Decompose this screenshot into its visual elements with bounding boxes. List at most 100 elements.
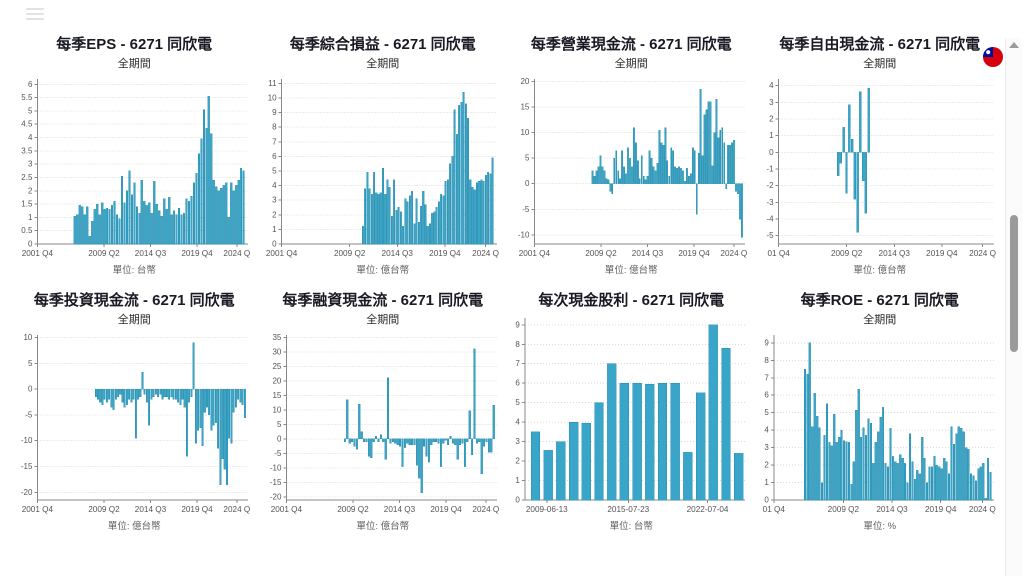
- menu-icon[interactable]: [26, 8, 44, 22]
- scroll-up-arrow[interactable]: [1009, 42, 1019, 48]
- svg-text:2014 Q3: 2014 Q3: [135, 505, 167, 514]
- svg-text:5: 5: [525, 154, 530, 163]
- chart-subtitle: 全期間: [863, 314, 897, 326]
- unit-label: 單位: 億台幣: [356, 265, 410, 276]
- svg-text:2001 Q4: 2001 Q4: [270, 505, 302, 514]
- svg-text:4: 4: [769, 81, 774, 90]
- svg-text:-5: -5: [274, 449, 282, 458]
- svg-text:2024 Q: 2024 Q: [472, 249, 499, 258]
- free-cash-flow-chart-canvas[interactable]: -5 -4 -3 -2 -1 0 1 2 3 4 01 Q4 2009 Q2 2014 Q3 2019 Q…: [760, 71, 1000, 261]
- svg-text:0: 0: [525, 179, 530, 188]
- svg-text:-2: -2: [766, 181, 774, 190]
- svg-text:0: 0: [516, 496, 521, 505]
- chart-title: 每季營業現金流 - 6271 同欣電: [530, 36, 732, 53]
- svg-text:7: 7: [516, 359, 521, 368]
- svg-text:-10: -10: [270, 464, 282, 473]
- comprehensive-income-chart-canvas[interactable]: 0 1 2 3 4 5 6 7 8 9 10 11 2001 Q4 2009 Q2 2014 Q3 2019 …: [263, 71, 503, 261]
- financing-cash-flow-chart-canvas[interactable]: -20 -15 -10 -5 0 5 10 15 20 25 30 35 2001 Q4 2009 Q2 2…: [263, 327, 503, 517]
- taiwan-flag-icon[interactable]: [983, 47, 1003, 67]
- unit-label: 單位: 台幣: [609, 521, 653, 532]
- svg-text:6: 6: [764, 391, 769, 400]
- svg-text:20: 20: [521, 77, 530, 86]
- svg-text:3: 3: [272, 196, 277, 205]
- operating-cash-flow-chart-canvas[interactable]: -10 -5 0 5 10 15 20 2001 Q4 2009 Q2 2014 Q3 2019 Q…: [511, 71, 751, 261]
- svg-text:0.5: 0.5: [22, 226, 34, 235]
- chart-subtitle: 全期間: [366, 314, 400, 326]
- eps-chart-canvas[interactable]: 0 0.5 1 1.5 2 2.5 3 3.5 4 4.5 5 5.5 6 2001 Q4 2009 Q2 2…: [14, 71, 254, 261]
- svg-text:15: 15: [272, 391, 281, 400]
- svg-text:-20: -20: [21, 488, 33, 497]
- chart-subtitle: 全期間: [614, 58, 648, 70]
- svg-text:5: 5: [277, 420, 282, 429]
- svg-text:9: 9: [272, 108, 277, 117]
- svg-text:2001 Q4: 2001 Q4: [266, 249, 298, 258]
- svg-text:8: 8: [272, 123, 277, 132]
- svg-text:1: 1: [28, 213, 33, 222]
- svg-text:10: 10: [267, 93, 276, 102]
- svg-text:-5: -5: [766, 231, 774, 240]
- svg-text:2019 Q4: 2019 Q4: [926, 249, 958, 258]
- chart-card-financing-cash-flow: 每季融資現金流 - 6271 同欣電 全期間 -20 -15 -10 -5 0 5 10 15…: [263, 292, 504, 534]
- svg-text:3: 3: [28, 160, 33, 169]
- chart-card-free-cash-flow: 每季自由現金流 - 6271 同欣電 全期間 -5 -4 -3 -2 -1 0 1 2 3 4 01…: [760, 36, 1001, 278]
- unit-label: 單位: 億台幣: [604, 265, 658, 276]
- svg-text:8: 8: [764, 356, 769, 365]
- svg-text:5: 5: [516, 398, 521, 407]
- svg-text:0: 0: [277, 434, 282, 443]
- chart-subtitle: 全期間: [863, 58, 897, 70]
- svg-text:-10: -10: [518, 230, 530, 239]
- scrollbar-track[interactable]: [1005, 38, 1022, 576]
- svg-text:-3: -3: [766, 198, 774, 207]
- chart-title: 每季投資現金流 - 6271 同欣電: [33, 292, 235, 309]
- svg-text:2009 Q2: 2009 Q2: [88, 249, 120, 258]
- svg-text:01 Q4: 01 Q4: [762, 505, 785, 514]
- svg-text:2014 Q3: 2014 Q3: [878, 249, 910, 258]
- charts-grid: 每季EPS - 6271 同欣電 全期間 0 0.5 1 1.5 2 2.5 3 3.5 4 4.…: [14, 36, 1000, 534]
- chart-title: 每季融資現金流 - 6271 同欣電: [282, 292, 484, 309]
- chart-title: 每季EPS - 6271 同欣電: [56, 36, 213, 53]
- svg-text:10: 10: [24, 333, 33, 342]
- svg-text:0: 0: [769, 148, 774, 157]
- svg-text:2019 Q4: 2019 Q4: [430, 505, 462, 514]
- svg-text:2014 Q3: 2014 Q3: [632, 249, 664, 258]
- svg-text:4: 4: [764, 426, 769, 435]
- svg-text:2019 Q4: 2019 Q4: [679, 249, 711, 258]
- roe-chart-canvas[interactable]: 0 1 2 3 4 5 6 7 8 9 01 Q4 2009 Q2 2014 Q3 2019 Q4 2024…: [760, 327, 1000, 517]
- svg-text:2001 Q4: 2001 Q4: [519, 249, 551, 258]
- svg-text:35: 35: [272, 333, 281, 342]
- svg-text:2019 Q4: 2019 Q4: [429, 249, 461, 258]
- svg-text:6: 6: [28, 80, 33, 89]
- chart-card-comprehensive-income: 每季綜合損益 - 6271 同欣電 全期間 0 1 2 3 4 5 6 7 8 9 10 11 2001…: [263, 36, 504, 278]
- svg-text:4: 4: [516, 418, 521, 427]
- chart-subtitle: 全期間: [117, 314, 151, 326]
- svg-text:0: 0: [28, 240, 33, 249]
- chart-title: 每季自由現金流 - 6271 同欣電: [779, 36, 981, 53]
- scrollbar-thumb[interactable]: [1010, 215, 1018, 352]
- svg-text:2009 Q2: 2009 Q2: [827, 505, 859, 514]
- chart-title: 每季ROE - 6271 同欣電: [800, 292, 959, 309]
- svg-text:5.5: 5.5: [22, 93, 34, 102]
- svg-text:2.5: 2.5: [22, 173, 34, 182]
- svg-text:2024 Q: 2024 Q: [472, 505, 499, 514]
- investing-cash-flow-chart-canvas[interactable]: -20 -15 -10 -5 0 5 10 2001 Q4 2009 Q2 2014 Q3 2019…: [14, 327, 254, 517]
- svg-text:3: 3: [516, 437, 521, 446]
- svg-text:0: 0: [272, 240, 277, 249]
- svg-text:7: 7: [272, 137, 277, 146]
- cash-dividend-chart-canvas[interactable]: 0 1 2 3 4 5 6 7 8 9 2009-06-13 2015-07-23 2022-07-04: [511, 310, 751, 517]
- svg-text:10: 10: [521, 128, 530, 137]
- unit-label: 單位: 台幣: [112, 265, 156, 276]
- svg-text:2009 Q2: 2009 Q2: [831, 249, 863, 258]
- svg-text:1.5: 1.5: [22, 200, 34, 209]
- chart-card-roe: 每季ROE - 6271 同欣電 全期間 0 1 2 3 4 5 6 7 8 9 01 Q4 2009…: [760, 292, 1001, 534]
- svg-text:0: 0: [28, 385, 33, 394]
- svg-text:3.5: 3.5: [22, 146, 34, 155]
- unit-label: 單位: 億台幣: [107, 521, 161, 532]
- unit-label: 單位: 億台幣: [853, 265, 907, 276]
- svg-text:1: 1: [764, 478, 769, 487]
- svg-text:2009 Q2: 2009 Q2: [585, 249, 617, 258]
- svg-text:6: 6: [272, 152, 277, 161]
- svg-text:-20: -20: [270, 493, 282, 502]
- svg-text:2009-06-13: 2009-06-13: [526, 505, 568, 514]
- svg-text:-5: -5: [26, 410, 34, 419]
- svg-text:2014 Q3: 2014 Q3: [384, 505, 416, 514]
